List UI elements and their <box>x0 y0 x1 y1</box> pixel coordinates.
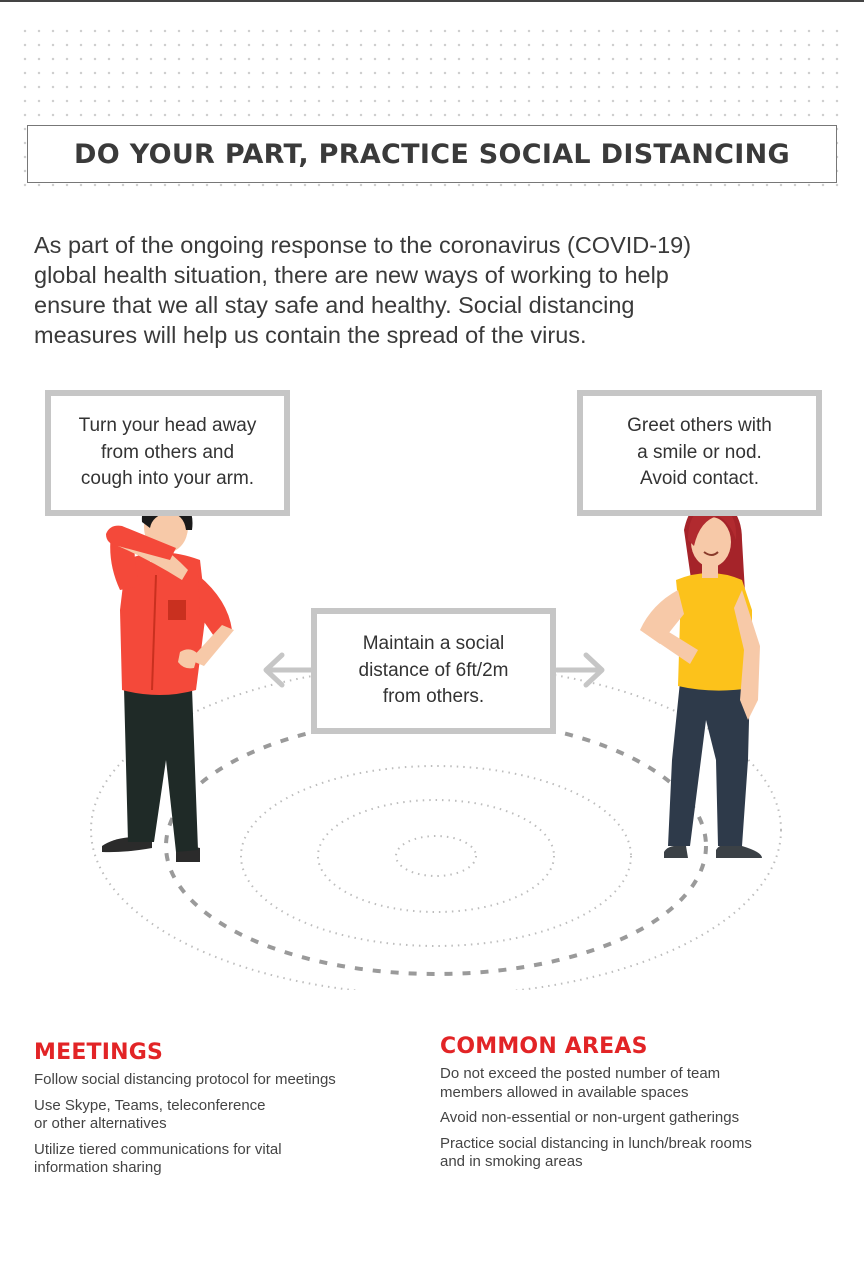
page-title: DO YOUR PART, PRACTICE SOCIAL DISTANCING <box>74 138 790 170</box>
tip-bubble-distance: Maintain a social distance of 6ft/2m fro… <box>311 608 556 734</box>
list-item: Avoid non-essential or non-urgent gather… <box>440 1109 850 1128</box>
list-item-text: and in smoking areas <box>440 1153 583 1170</box>
tip-line: a smile or nod. <box>637 441 762 463</box>
tip-line: Greet others with <box>627 415 772 437</box>
tip-line: from others. <box>382 686 485 708</box>
list-item-text: Follow social distancing protocol for me… <box>34 1071 336 1088</box>
list-item-text: members allowed in available spaces <box>440 1083 689 1101</box>
intro-paragraph: As part of the ongoing response to the c… <box>34 230 834 350</box>
right-arrow-icon <box>554 652 605 688</box>
list-item-text: Utilize tiered communications for vital <box>34 1140 282 1158</box>
ring-inner <box>317 799 555 913</box>
intro-line: global health situation, there are new w… <box>34 262 669 288</box>
list-item: Do not exceed the posted number of team … <box>440 1065 850 1102</box>
distance-rings <box>90 664 782 990</box>
left-arrow-icon <box>263 652 315 688</box>
woman-greeting-figure <box>640 500 762 858</box>
top-rule <box>0 0 864 2</box>
social-distancing-illustration <box>90 497 782 990</box>
ring-outer <box>90 664 782 990</box>
ring-dashed <box>164 716 708 976</box>
list-item-text: information sharing <box>34 1159 162 1176</box>
tip-bubble-greet: Greet others with a smile or nod. Avoid … <box>577 390 822 516</box>
tip-line: from others and <box>100 441 235 463</box>
man-coughing-figure <box>102 497 234 862</box>
tip-line: Turn your head away <box>78 415 257 437</box>
meetings-heading: MEETINGS <box>34 1040 164 1065</box>
list-item: Practice social distancing in lunch/brea… <box>440 1135 850 1172</box>
intro-line: measures will help us contain the spread… <box>34 322 587 348</box>
intro-line: As part of the ongoing response to the c… <box>34 232 692 258</box>
common-areas-list: Do not exceed the posted number of team … <box>440 1065 850 1179</box>
list-item: Follow social distancing protocol for me… <box>34 1071 424 1090</box>
intro-line: ensure that we all stay safe and healthy… <box>34 292 635 318</box>
common-areas-heading: COMMON AREAS <box>440 1034 648 1059</box>
title-banner: DO YOUR PART, PRACTICE SOCIAL DISTANCING <box>27 125 837 183</box>
meetings-list: Follow social distancing protocol for me… <box>34 1071 424 1185</box>
list-item-text: Use Skype, Teams, teleconference <box>34 1096 266 1114</box>
list-item-text: Do not exceed the posted number of team <box>440 1065 721 1082</box>
ring-center <box>395 835 477 877</box>
list-item-text: Practice social distancing in lunch/brea… <box>440 1134 752 1152</box>
list-item-text: or other alternatives <box>34 1115 167 1132</box>
tip-bubble-cough: Turn your head away from others and coug… <box>45 390 290 516</box>
list-item-text: Avoid non-essential or non-urgent gather… <box>440 1109 740 1126</box>
ring-middle <box>240 765 632 947</box>
tip-line: Avoid contact. <box>639 468 759 490</box>
list-item: Utilize tiered communications for vital … <box>34 1141 424 1178</box>
tip-line: Maintain a social <box>362 633 505 655</box>
tip-line: cough into your arm. <box>80 468 255 490</box>
tip-line: distance of 6ft/2m <box>358 659 509 681</box>
list-item: Use Skype, Teams, teleconference or othe… <box>34 1097 424 1134</box>
